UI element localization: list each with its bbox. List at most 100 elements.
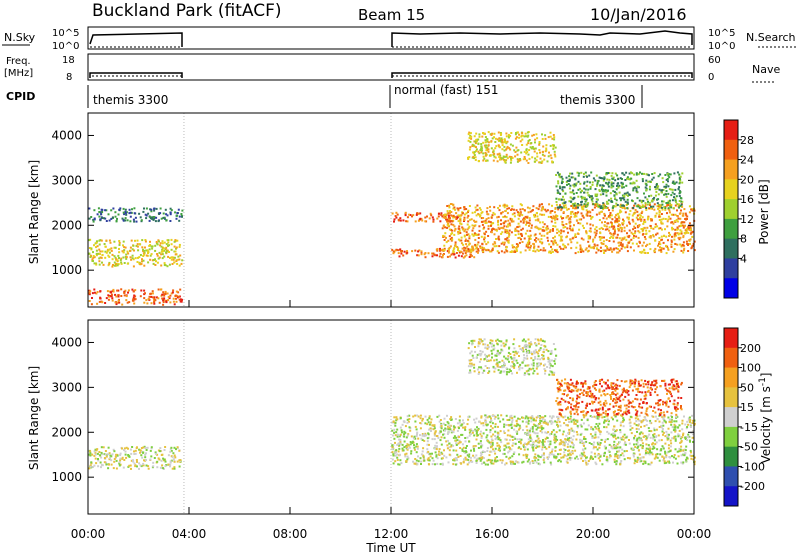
scatter-cell <box>507 424 510 426</box>
scatter-cell <box>575 431 578 433</box>
scatter-cell <box>139 449 142 452</box>
scatter-cell <box>620 239 623 242</box>
scatter-cell <box>674 199 677 202</box>
scatter-cell <box>99 454 102 457</box>
scatter-cell <box>673 435 676 438</box>
scatter-cell <box>158 240 160 243</box>
scatter-cell <box>401 447 404 450</box>
scatter-cell <box>526 460 529 463</box>
scatter-cell <box>441 248 444 251</box>
scatter-cell <box>535 240 537 243</box>
scatter-cell <box>466 423 469 426</box>
scatter-cell <box>120 288 123 291</box>
scatter-cell <box>612 436 615 439</box>
scatter-cell <box>403 446 406 449</box>
scatter-cell <box>176 460 179 463</box>
scatter-cell <box>519 440 522 443</box>
scatter-cell <box>559 205 562 208</box>
scatter-cell <box>652 227 655 230</box>
scatter-cell <box>681 200 684 203</box>
scatter-cell <box>510 448 513 451</box>
scatter-cell <box>416 431 419 434</box>
scatter-cell <box>475 247 478 250</box>
scatter-cell <box>614 220 617 222</box>
scatter-cell <box>672 180 675 183</box>
scatter-cell <box>175 300 178 303</box>
scatter-cell <box>626 216 629 219</box>
scatter-cell <box>494 435 497 437</box>
scatter-cell <box>461 448 464 451</box>
scatter-cell <box>124 208 127 211</box>
scatter-cell <box>172 297 175 300</box>
scatter-cell <box>436 415 439 418</box>
scatter-cell <box>485 149 488 152</box>
scatter-cell <box>116 264 119 267</box>
scatter-cell <box>137 256 139 259</box>
scatter-cell <box>674 220 676 223</box>
scatter-cell <box>533 150 536 153</box>
scatter-cell <box>526 135 529 138</box>
scatter-cell <box>436 445 438 448</box>
scatter-cell <box>426 423 429 426</box>
scatter-cell <box>595 427 598 430</box>
scatter-cell <box>608 209 610 212</box>
scatter-cell <box>147 467 150 470</box>
scatter-cell <box>541 229 544 232</box>
scatter-cell <box>421 434 424 437</box>
scatter-cell <box>445 236 447 239</box>
scatter-cell <box>500 242 503 245</box>
scatter-cell <box>538 426 541 429</box>
scatter-cell <box>551 431 553 433</box>
scatter-cell <box>158 256 161 259</box>
scatter-cell <box>456 246 459 248</box>
scatter-cell <box>525 223 528 226</box>
scatter-cell <box>537 208 540 211</box>
scatter-cell <box>480 422 483 425</box>
scatter-cell <box>540 209 543 212</box>
scatter-cell <box>95 254 98 257</box>
scatter-cell <box>689 227 692 230</box>
scatter-cell <box>618 244 621 247</box>
scatter-cell <box>605 191 608 194</box>
scatter-cell <box>643 236 646 238</box>
scatter-cell <box>659 249 662 252</box>
scatter-cell <box>583 204 586 207</box>
scatter-cell <box>683 221 686 224</box>
scatter-cell <box>628 234 631 237</box>
scatter-cell <box>617 436 620 439</box>
scatter-cell <box>450 236 453 239</box>
scatter-cell <box>644 186 647 189</box>
scatter-cell <box>571 237 574 240</box>
scatter-cell <box>532 250 535 252</box>
scatter-cell <box>507 442 510 445</box>
scatter-cell <box>125 253 128 256</box>
scatter-cell <box>457 214 460 217</box>
scatter-cell <box>626 457 629 459</box>
scatter-cell <box>97 458 99 460</box>
scatter-cell <box>641 456 644 459</box>
scatter-cell <box>510 231 513 234</box>
scatter-cell <box>687 225 690 228</box>
scatter-cell <box>528 237 531 240</box>
scatter-cell <box>572 444 575 447</box>
scatter-cell <box>516 226 519 229</box>
cpid-segment-label: normal (fast) 151 <box>394 83 498 97</box>
scatter-cell <box>456 453 459 456</box>
scatter-cell <box>448 204 451 207</box>
scatter-cell <box>101 261 103 264</box>
scatter-cell <box>689 423 692 426</box>
scatter-cell <box>487 458 490 461</box>
scatter-cell <box>600 210 603 213</box>
nave-tick-bottom: 0 <box>708 72 714 83</box>
scatter-cell <box>662 181 665 184</box>
scatter-cell <box>561 206 564 209</box>
scatter-cell <box>110 295 113 298</box>
scatter-cell <box>576 203 579 205</box>
scatter-cell <box>133 302 136 305</box>
scatter-cell <box>513 451 516 454</box>
scatter-cell <box>129 464 132 467</box>
scatter-cell <box>571 438 574 441</box>
scatter-cell <box>507 231 510 234</box>
scatter-cell <box>478 420 480 423</box>
scatter-cell <box>524 417 527 420</box>
